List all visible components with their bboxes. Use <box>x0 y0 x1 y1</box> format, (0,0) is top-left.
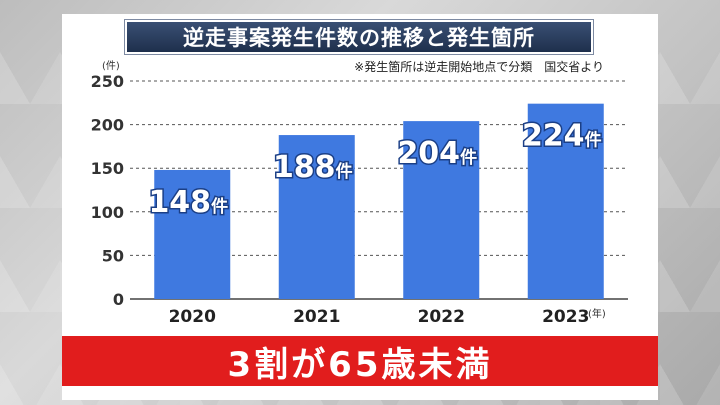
x-axis-unit: (年) <box>588 309 606 320</box>
data-label: 188件 <box>273 150 353 185</box>
highlight-banner: 3割が65歳未満 <box>62 336 658 386</box>
bar-2021 <box>278 135 355 299</box>
bar-2020 <box>154 169 231 299</box>
y-tick-label: 50 <box>102 246 124 265</box>
chart-title: 逆走事案発生件数の推移と発生箇所 <box>125 20 593 54</box>
bar-2023 <box>527 103 604 299</box>
y-tick-label: 0 <box>113 290 124 309</box>
y-tick-label: 250 <box>91 72 124 91</box>
x-tick-label: 2023 <box>542 307 589 327</box>
x-tick-label: 2020 <box>169 307 216 327</box>
y-tick-label: 100 <box>91 203 124 222</box>
x-tick-label: 2022 <box>418 307 465 327</box>
x-tick-label: 2021 <box>293 307 340 327</box>
y-axis-unit: (件) <box>102 61 120 72</box>
y-tick-label: 200 <box>91 116 124 135</box>
y-tick-label: 150 <box>91 159 124 178</box>
source-note: ※発生箇所は逆走開始地点で分類 国交省より <box>354 60 604 74</box>
data-label: 148件 <box>148 185 228 220</box>
bar-2022 <box>403 121 480 299</box>
data-label: 204件 <box>397 136 477 171</box>
data-label: 224件 <box>522 119 602 154</box>
